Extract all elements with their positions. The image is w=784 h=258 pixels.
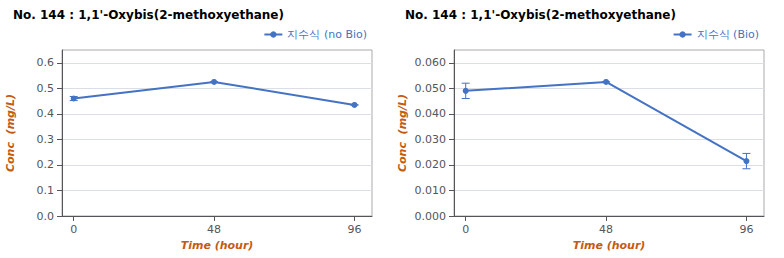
svg-text:Conc (mg/L): Conc (mg/L) [4,94,17,172]
svg-text:0.6: 0.6 [37,56,55,69]
svg-text:0.060: 0.060 [415,56,447,69]
svg-text:0.1: 0.1 [37,184,55,197]
svg-text:0.5: 0.5 [37,82,55,95]
svg-text:0.2: 0.2 [37,158,55,171]
svg-text:96: 96 [347,223,361,236]
svg-text:Time (hour): Time (hour) [181,239,254,252]
svg-text:No. 144 : 1,1'-Oxybis(2-methox: No. 144 : 1,1'-Oxybis(2-methoxyethane) [405,8,676,22]
svg-text:No. 144 : 1,1'-Oxybis(2-methox: No. 144 : 1,1'-Oxybis(2-methoxyethane) [13,8,284,22]
svg-text:48: 48 [207,223,221,236]
svg-text:Time (hour): Time (hour) [573,239,646,252]
svg-text:0.3: 0.3 [37,133,55,146]
svg-text:0.010: 0.010 [415,184,447,197]
svg-text:0.050: 0.050 [415,82,447,95]
svg-text:0: 0 [462,223,469,236]
svg-text:0: 0 [70,223,77,236]
svg-text:지수식 (no Bio): 지수식 (no Bio) [287,28,367,41]
svg-text:0.0: 0.0 [37,210,55,223]
svg-text:지수식 (Bio): 지수식 (Bio) [697,28,759,41]
svg-text:0.000: 0.000 [415,210,447,223]
svg-text:0.020: 0.020 [415,158,447,171]
svg-text:0.030: 0.030 [415,133,447,146]
svg-text:48: 48 [599,223,613,236]
svg-text:0.040: 0.040 [415,107,447,120]
svg-text:Conc (mg/L): Conc (mg/L) [396,94,409,172]
svg-text:96: 96 [739,223,753,236]
svg-text:0.4: 0.4 [37,107,55,120]
